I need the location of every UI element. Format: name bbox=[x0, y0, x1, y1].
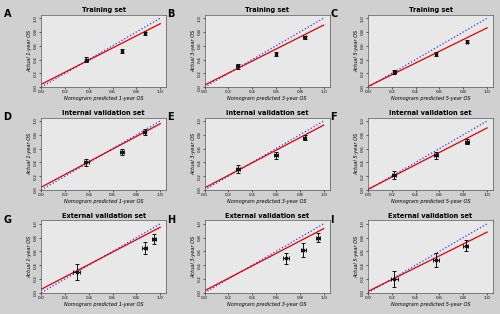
Y-axis label: Actual 3-year OS: Actual 3-year OS bbox=[191, 236, 196, 278]
Title: Training set: Training set bbox=[82, 7, 126, 13]
Title: Internal validation set: Internal validation set bbox=[390, 110, 472, 116]
Text: C: C bbox=[330, 9, 338, 19]
X-axis label: Nomogram predicted 5-year OS: Nomogram predicted 5-year OS bbox=[391, 302, 470, 307]
Text: I: I bbox=[330, 214, 334, 225]
X-axis label: Nomogram predicted 3-year OS: Nomogram predicted 3-year OS bbox=[228, 302, 307, 307]
Title: Training set: Training set bbox=[408, 7, 453, 13]
Text: E: E bbox=[167, 112, 173, 122]
X-axis label: Nomogram predicted 3-year OS: Nomogram predicted 3-year OS bbox=[228, 199, 307, 204]
Text: A: A bbox=[4, 9, 11, 19]
X-axis label: Nomogram predicted 1-year OS: Nomogram predicted 1-year OS bbox=[64, 96, 144, 101]
Title: Training set: Training set bbox=[245, 7, 289, 13]
X-axis label: Nomogram predicted 1-year OS: Nomogram predicted 1-year OS bbox=[64, 199, 144, 204]
X-axis label: Nomogram predicted 3-year OS: Nomogram predicted 3-year OS bbox=[228, 96, 307, 101]
Title: External validation set: External validation set bbox=[62, 213, 146, 219]
Title: External validation set: External validation set bbox=[225, 213, 309, 219]
Y-axis label: Actual 1-year OS: Actual 1-year OS bbox=[28, 133, 32, 175]
Text: D: D bbox=[4, 112, 12, 122]
Y-axis label: Actual 3-year OS: Actual 3-year OS bbox=[191, 30, 196, 72]
Title: External validation set: External validation set bbox=[388, 213, 472, 219]
Text: B: B bbox=[167, 9, 174, 19]
Y-axis label: Actual 5-year OS: Actual 5-year OS bbox=[354, 236, 360, 278]
Text: F: F bbox=[330, 112, 337, 122]
Text: G: G bbox=[4, 214, 12, 225]
Y-axis label: Actual 1-year OS: Actual 1-year OS bbox=[28, 30, 32, 72]
X-axis label: Nomogram predicted 1-year OS: Nomogram predicted 1-year OS bbox=[64, 302, 144, 307]
Text: H: H bbox=[167, 214, 175, 225]
Title: Internal validation set: Internal validation set bbox=[62, 110, 145, 116]
Title: Internal validation set: Internal validation set bbox=[226, 110, 308, 116]
Y-axis label: Actual 5-year OS: Actual 5-year OS bbox=[354, 133, 360, 175]
X-axis label: Nomogram predicted 5-year OS: Nomogram predicted 5-year OS bbox=[391, 96, 470, 101]
X-axis label: Nomogram predicted 5-year OS: Nomogram predicted 5-year OS bbox=[391, 199, 470, 204]
Y-axis label: Actual 3-year OS: Actual 3-year OS bbox=[191, 133, 196, 175]
Y-axis label: Actual 5-year OS: Actual 5-year OS bbox=[354, 30, 360, 72]
Y-axis label: Actual 1-year OS: Actual 1-year OS bbox=[28, 236, 32, 278]
